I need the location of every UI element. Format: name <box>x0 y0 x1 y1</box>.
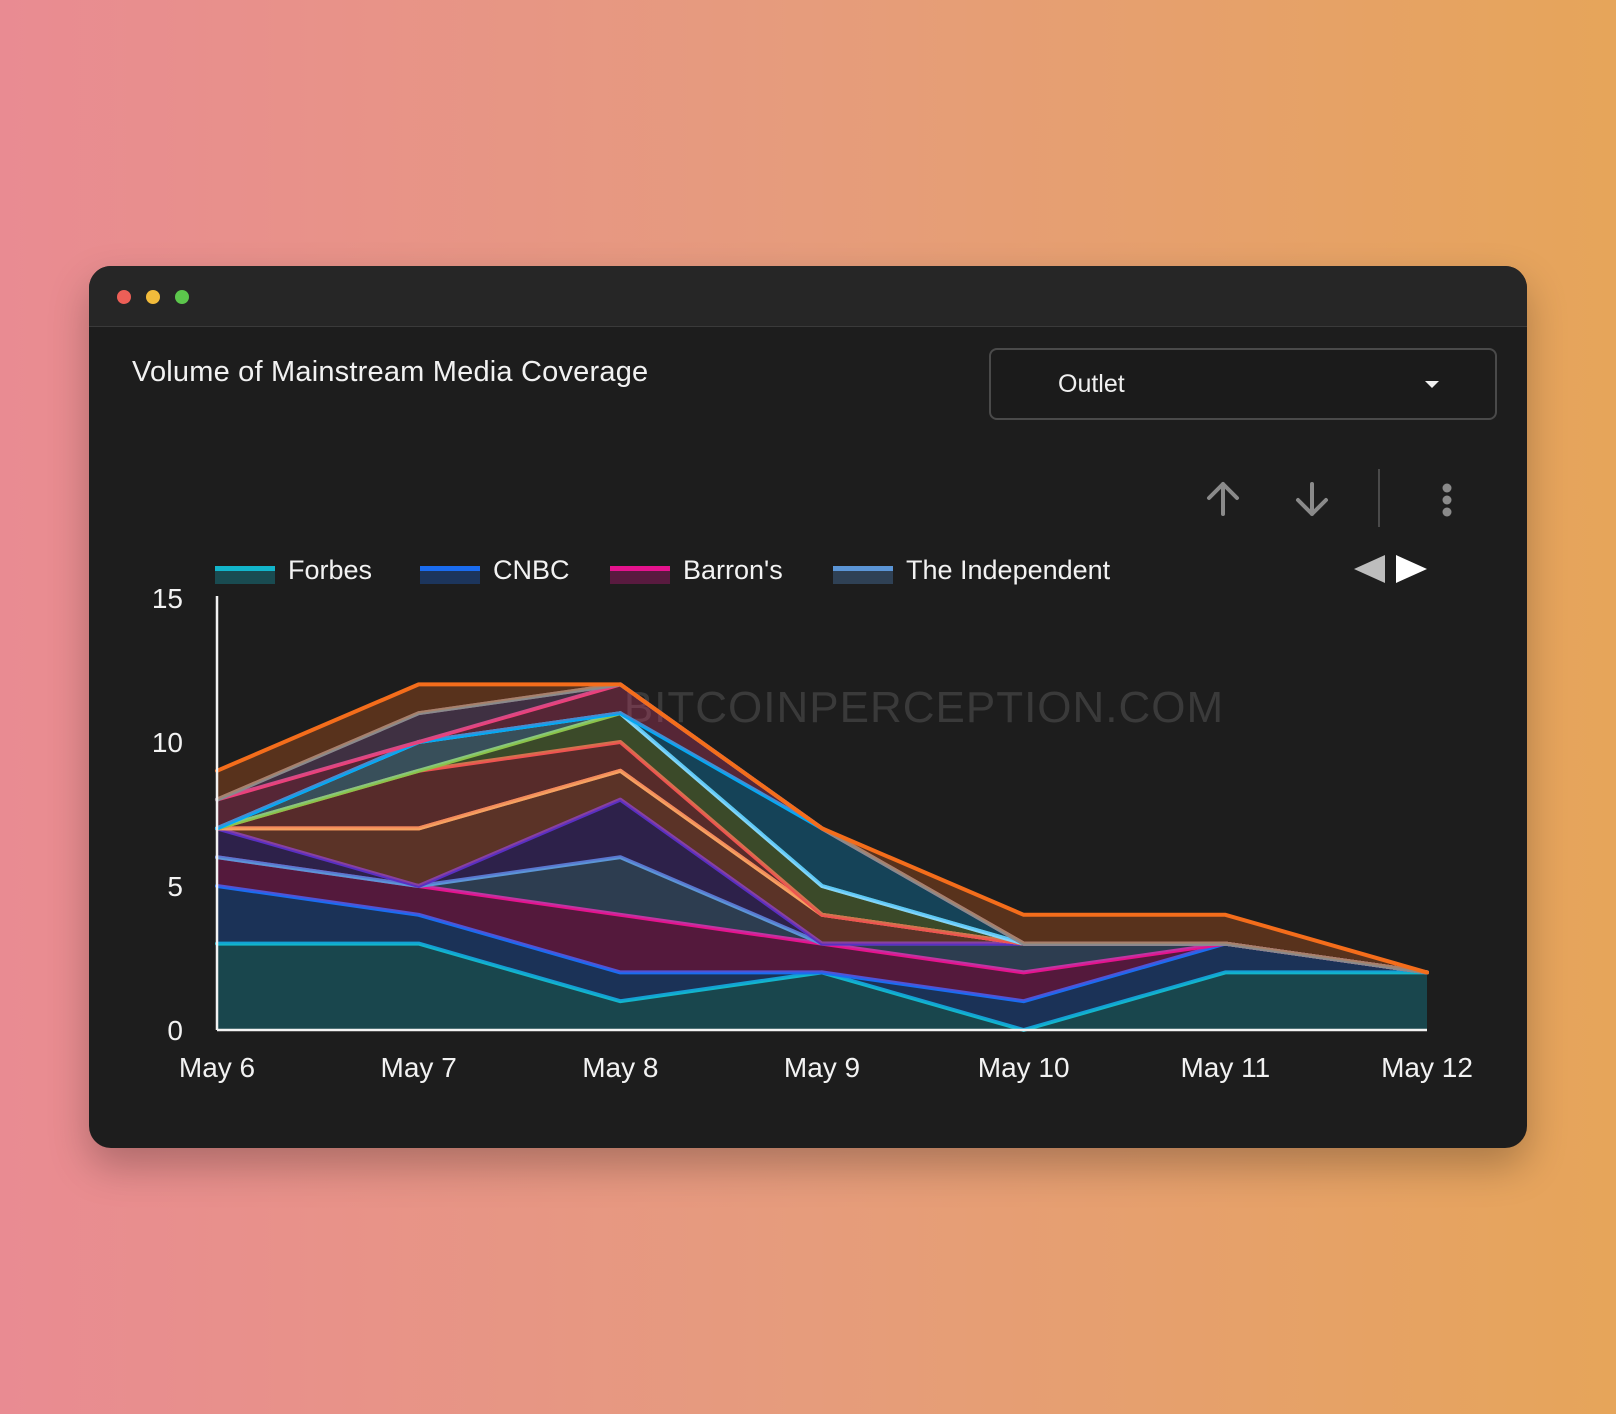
close-window-button[interactable] <box>117 290 131 304</box>
y-tick-label: 10 <box>152 727 183 758</box>
legend-swatch-line <box>215 566 275 571</box>
chart-areas <box>215 682 1429 1032</box>
legend-label: Barron's <box>683 555 783 585</box>
legend-swatch-line <box>610 566 670 571</box>
legend-swatch <box>610 568 670 584</box>
outlet-dropdown-value: Outlet <box>1058 370 1125 398</box>
outlet-dropdown[interactable]: Outlet <box>989 348 1497 420</box>
x-tick-label: May 11 <box>1180 1052 1270 1083</box>
legend-item[interactable]: The Independent <box>833 555 1111 585</box>
series-area-2 <box>217 886 1427 1030</box>
legend-swatch <box>215 568 275 584</box>
title-bar <box>89 266 1527 327</box>
legend-item[interactable]: CNBC <box>420 555 570 585</box>
legend-swatch <box>420 568 480 584</box>
series-area-8 <box>217 742 1427 973</box>
legend-swatch-line <box>833 566 893 571</box>
x-tick-label: May 7 <box>381 1052 457 1083</box>
arrow-down-icon <box>1296 482 1328 516</box>
more-options-button[interactable] <box>1419 472 1475 528</box>
prev-page-icon <box>1354 555 1385 583</box>
legend-item[interactable]: Forbes <box>215 555 372 585</box>
minimize-window-button[interactable] <box>146 290 160 304</box>
series-area-6 <box>217 770 1427 973</box>
x-tick-label: May 6 <box>179 1052 255 1083</box>
app-window: Volume of Mainstream Media Coverage Outl… <box>89 266 1527 1148</box>
chart-legend: Forbes CNBC Barron's The Independent <box>215 555 1111 585</box>
y-tick-label: 5 <box>167 871 183 902</box>
legend-swatch-line <box>420 566 480 571</box>
x-tick-label: May 8 <box>582 1052 658 1083</box>
toolbar-divider <box>1378 469 1380 527</box>
chart-title: Volume of Mainstream Media Coverage <box>132 356 649 388</box>
chart-axes: 0 5 10 15 May 6 May 7 May 8 May 9 May 10 May 11 Ma… <box>152 583 1473 1083</box>
x-tick-label: May 12 <box>1381 1052 1473 1083</box>
maximize-window-button[interactable] <box>175 290 189 304</box>
sort-ascending-button[interactable] <box>1195 472 1251 528</box>
series-line-15[interactable] <box>215 682 1429 975</box>
x-tick-label: May 10 <box>978 1052 1070 1083</box>
legend-label: CNBC <box>493 555 570 585</box>
caret-down-icon <box>1425 381 1439 388</box>
legend-item[interactable]: Barron's <box>610 555 783 585</box>
series-area-3 <box>217 857 1427 1002</box>
legend-label: Forbes <box>288 555 372 585</box>
arrow-up-icon <box>1207 482 1239 516</box>
watermark-text: BITCOINPERCEPTION.COM <box>624 683 1224 732</box>
series-area-11 <box>217 713 1427 973</box>
legend-prev-button[interactable] <box>1354 555 1385 583</box>
y-tick-label: 15 <box>152 583 183 614</box>
x-tick-label: May 9 <box>784 1052 860 1083</box>
sort-descending-button[interactable] <box>1284 472 1340 528</box>
series-area-1 <box>217 943 1427 1030</box>
area-chart: BITCOINPERCEPTION.COM 0 5 10 15 May 6 May 7 Ma… <box>152 555 1473 1083</box>
y-tick-label: 0 <box>167 1015 183 1046</box>
legend-label: The Independent <box>906 555 1111 585</box>
more-vertical-icon <box>1442 483 1452 517</box>
legend-next-button[interactable] <box>1396 555 1427 583</box>
legend-swatch <box>833 568 893 584</box>
next-page-icon <box>1396 555 1427 583</box>
